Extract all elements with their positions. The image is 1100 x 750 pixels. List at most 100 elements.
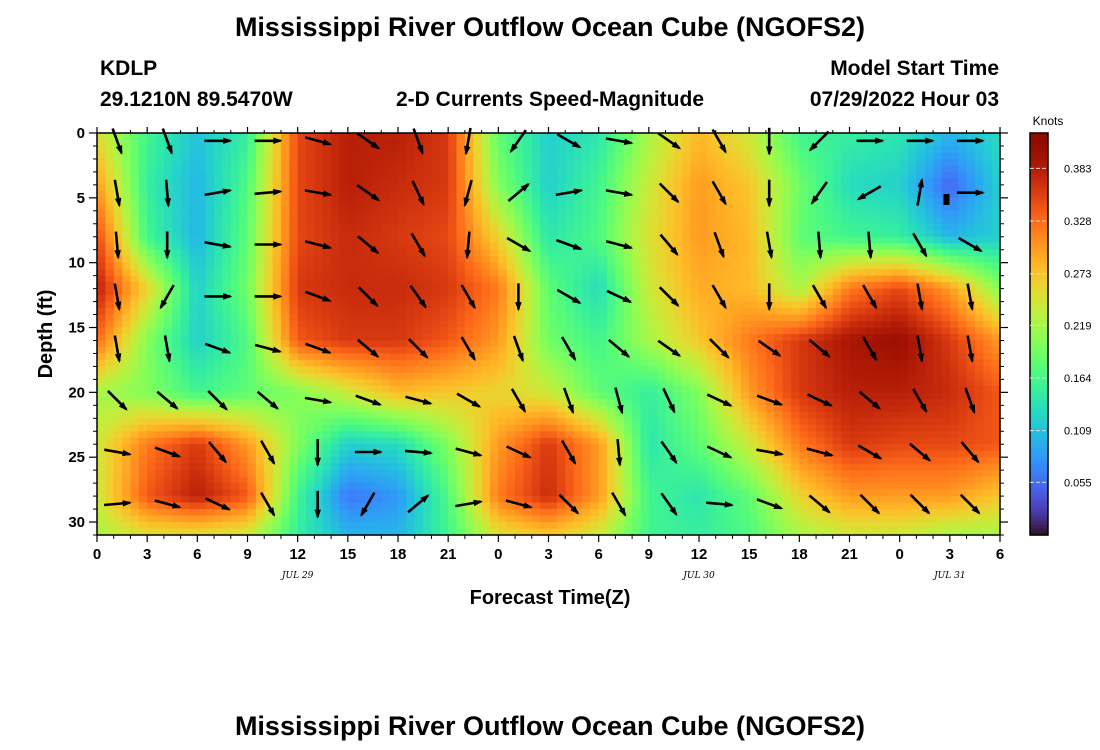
heatmap-cell (757, 385, 767, 393)
heatmap-cell (456, 139, 466, 147)
heatmap-cell (565, 184, 575, 192)
heatmap-cell (498, 230, 508, 238)
heatmap-cell (824, 171, 834, 179)
heatmap-cell (97, 359, 106, 368)
heatmap-cell (891, 217, 901, 225)
heatmap-cell (364, 152, 374, 160)
heatmap-cell (347, 145, 357, 154)
heatmap-cell (790, 184, 800, 192)
heatmap-cell (314, 230, 324, 238)
heatmap-cell (414, 353, 424, 361)
heatmap-cell (314, 158, 324, 167)
heatmap-cell (673, 366, 683, 374)
heatmap-cell (147, 405, 157, 413)
heatmap-cell (665, 210, 675, 218)
heatmap-cell (205, 269, 215, 277)
heatmap-cell (381, 314, 391, 322)
heatmap-cell (122, 152, 132, 160)
heatmap-cell (556, 340, 566, 348)
heatmap-cell (314, 295, 324, 303)
heatmap-cell (632, 243, 642, 251)
heatmap-cell (832, 321, 842, 329)
heatmap-cell (331, 210, 341, 218)
heatmap-cell (515, 217, 525, 225)
heatmap-cell (439, 353, 449, 361)
heatmap-cell (665, 392, 675, 400)
heatmap-cell (682, 256, 692, 264)
heatmap-cell (506, 191, 516, 199)
heatmap-cell (406, 165, 416, 173)
heatmap-cell (882, 152, 892, 160)
heatmap-cell (464, 269, 474, 277)
heatmap-cell (180, 327, 190, 335)
heatmap-cell (489, 171, 499, 179)
heatmap-cell (816, 411, 826, 419)
heatmap-cell (280, 269, 290, 277)
heatmap-cell (381, 411, 391, 419)
heatmap-cell (882, 133, 892, 141)
heatmap-cell (498, 223, 508, 231)
heatmap-cell (423, 418, 433, 426)
heatmap-cell (448, 210, 458, 218)
heatmap-cell (155, 295, 165, 303)
heatmap-cell (874, 191, 884, 199)
heatmap-cell (857, 256, 867, 264)
heatmap-cell (933, 171, 943, 179)
heatmap-cell (122, 321, 132, 329)
heatmap-cell (464, 288, 474, 296)
heatmap-cell (230, 204, 240, 212)
heatmap-cell (381, 372, 391, 380)
heatmap-cell (389, 314, 399, 322)
heatmap-cell (489, 314, 499, 322)
heatmap-cell (381, 275, 391, 283)
heatmap-cell (690, 217, 700, 225)
heatmap-cell (448, 359, 458, 368)
heatmap-cell (841, 171, 851, 179)
heatmap-cell (757, 223, 767, 231)
heatmap-cell (841, 249, 851, 257)
heatmap-cell (724, 152, 734, 160)
heatmap-cell (247, 288, 257, 296)
heatmap-cell (147, 191, 157, 199)
heatmap-cell (866, 230, 876, 238)
heatmap-cell (531, 158, 541, 167)
heatmap-cell (214, 327, 224, 335)
heatmap-cell (908, 392, 917, 400)
heatmap-cell (331, 275, 341, 283)
heatmap-cell (765, 314, 775, 322)
heatmap-cell (423, 288, 433, 296)
heatmap-cell (598, 249, 608, 257)
heatmap-cell (598, 204, 608, 212)
heatmap-cell (623, 392, 633, 400)
heatmap-cell (556, 184, 566, 192)
heatmap-cell (205, 431, 215, 439)
heatmap-cell (966, 256, 976, 264)
heatmap-cell (665, 353, 675, 361)
heatmap-cell (841, 269, 851, 277)
heatmap-cell (573, 411, 583, 419)
heatmap-cell (448, 191, 458, 199)
heatmap-cell (949, 327, 959, 335)
heatmap-cell (724, 359, 734, 368)
heatmap-cell (222, 152, 232, 160)
heatmap-cell (155, 431, 165, 439)
heatmap-cell (665, 178, 675, 186)
heatmap-cell (172, 282, 182, 290)
heatmap-cell (866, 385, 876, 393)
heatmap-cell (372, 256, 382, 264)
heatmap-cell (590, 359, 600, 368)
heatmap-cell (874, 288, 884, 296)
heatmap-cell (431, 353, 441, 361)
heatmap-cell (122, 158, 132, 167)
heatmap-cell (916, 282, 926, 290)
heatmap-cell (222, 424, 232, 432)
heatmap-cell (765, 158, 775, 167)
heatmap-cell (573, 288, 583, 296)
heatmap-cell (306, 340, 315, 348)
heatmap-cell (515, 256, 525, 264)
heatmap-cell (322, 178, 332, 186)
heatmap-cell (556, 139, 566, 147)
heatmap-cell (673, 230, 683, 238)
heatmap-cell (941, 327, 951, 335)
heatmap-cell (289, 133, 299, 141)
